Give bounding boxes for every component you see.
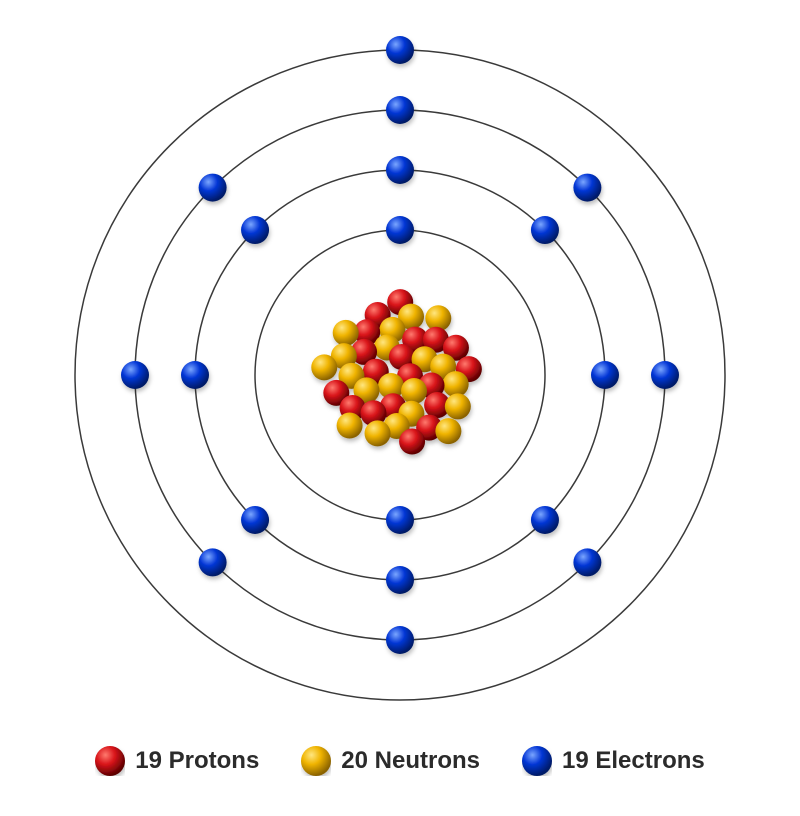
electron xyxy=(181,361,209,389)
neutron xyxy=(365,420,391,446)
electron xyxy=(591,361,619,389)
electron xyxy=(241,216,269,244)
electron xyxy=(386,626,414,654)
electron xyxy=(531,216,559,244)
electron xyxy=(386,156,414,184)
legend-electrons-count: 19 Electrons xyxy=(562,747,705,775)
legend: 19 Protons 20 Neutrons 19 Electrons xyxy=(0,746,800,776)
legend-neutrons-count: 20 Neutrons xyxy=(341,747,480,775)
electron xyxy=(121,361,149,389)
neutron-icon xyxy=(301,746,331,776)
neutron xyxy=(333,320,359,346)
electron xyxy=(386,566,414,594)
electron xyxy=(531,506,559,534)
legend-protons-count: 19 Protons xyxy=(135,747,259,775)
nucleus xyxy=(311,289,482,454)
legend-item-neutrons: 20 Neutrons xyxy=(301,746,480,776)
electron-icon xyxy=(522,746,552,776)
electron xyxy=(386,506,414,534)
proton xyxy=(399,429,425,455)
electron xyxy=(651,361,679,389)
electron xyxy=(199,548,227,576)
electron xyxy=(241,506,269,534)
neutron xyxy=(435,418,461,444)
neutron xyxy=(445,393,471,419)
neutron xyxy=(311,354,337,380)
neutron xyxy=(401,378,427,404)
atom-svg xyxy=(0,0,800,816)
electron xyxy=(573,174,601,202)
neutron xyxy=(337,413,363,439)
electron xyxy=(199,174,227,202)
legend-item-electrons: 19 Electrons xyxy=(522,746,705,776)
electron xyxy=(573,548,601,576)
legend-item-protons: 19 Protons xyxy=(95,746,259,776)
electron xyxy=(386,216,414,244)
proton-icon xyxy=(95,746,125,776)
electron xyxy=(386,36,414,64)
neutron xyxy=(443,371,469,397)
atom-diagram: 19 Protons 20 Neutrons 19 Electrons xyxy=(0,0,800,816)
electron xyxy=(386,96,414,124)
